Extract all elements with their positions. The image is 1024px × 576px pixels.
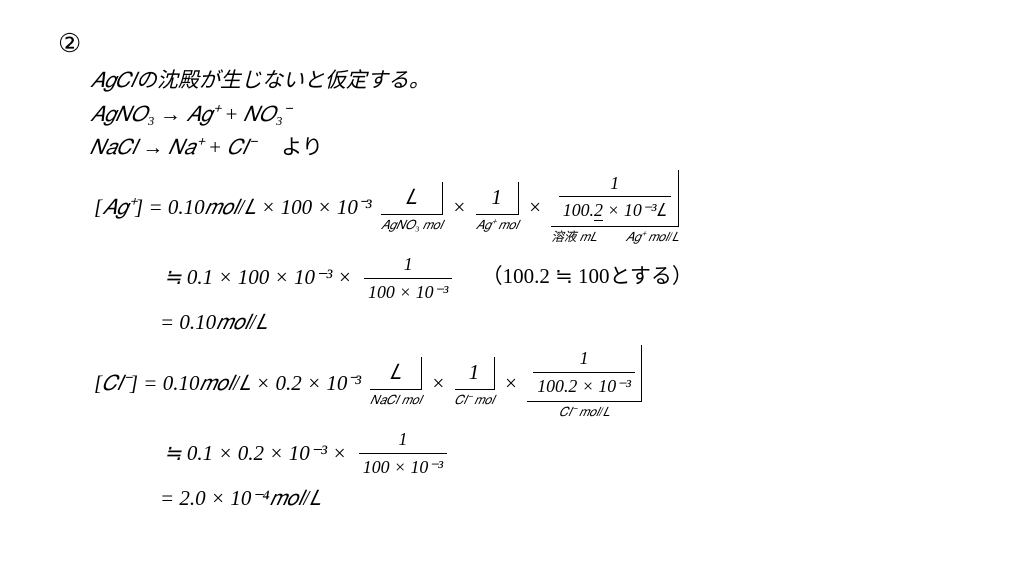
ag-approx-a: ≒ 0.1 × 100 × 10⁻³ ×: [164, 262, 352, 294]
cl-conc-line: [𝐶𝑙⁻] = 0.10𝑚𝑜𝑙/𝐿 × 0.2 × 10⁻³ 𝐿 𝑁𝑎𝐶𝑙 𝑚𝑜…: [90, 345, 984, 422]
reaction-nacl-row: 𝑁𝑎𝐶𝑙 → 𝑁𝑎⁺ + 𝐶𝑙⁻ より: [90, 132, 984, 164]
ag-annot-1-main: 1: [476, 182, 519, 216]
times-icon: ×: [504, 368, 518, 400]
cl-approx-frac: 1 100 × 10⁻³: [359, 426, 447, 481]
ag-annot-L-main: 𝐿: [381, 182, 443, 216]
ag-result-line: = 0.10𝑚𝑜𝑙/𝐿: [160, 307, 984, 339]
ag-frac-labels: 溶液 𝑚𝐿 𝐴𝑔⁺ 𝑚𝑜𝑙/𝐿: [551, 228, 679, 247]
cl-approx-line: ≒ 0.1 × 0.2 × 10⁻³ × 1 100 × 10⁻³: [160, 426, 984, 481]
cl-annot-1-label: 𝐶𝑙⁻ 𝑚𝑜𝑙: [455, 391, 495, 410]
times-icon: ×: [431, 368, 445, 400]
ag-approx-den: 100 × 10⁻³: [364, 278, 452, 306]
yori-text: より: [281, 135, 323, 159]
ag-frac-num: 1: [559, 170, 671, 197]
cl-annot-L-main: 𝐿: [370, 357, 422, 391]
ag-frac-main: 1 100.2 × 10⁻³𝐿: [551, 170, 679, 228]
cl-approx-num: 1: [359, 426, 447, 453]
cl-frac-group: 1 100.2 × 10⁻³ 𝐶𝑙⁻ 𝑚𝑜𝑙/𝐿: [527, 345, 642, 422]
ag-frac: 1 100.2 × 10⁻³𝐿: [559, 170, 671, 225]
ag-approx-note: （100.2 ≒ 100とする）: [482, 264, 693, 288]
ag-frac-den-b: 2: [594, 200, 603, 221]
reaction-agno3: 𝐴𝑔𝑁𝑂₃ → 𝐴𝑔⁺ + 𝑁𝑂₃⁻: [90, 99, 984, 131]
ag-lhs: [𝐴𝑔⁺] = 0.10𝑚𝑜𝑙/𝐿 × 100 × 10⁻³: [94, 192, 372, 224]
ag-den-label: 溶液 𝑚𝐿: [551, 230, 597, 244]
ag-frac-den-a: 100.: [563, 200, 594, 220]
assumption-line: 𝐴𝑔𝐶𝑙の沈殿が生じないと仮定する。: [90, 65, 984, 97]
cl-annot-1-main: 1: [455, 357, 495, 391]
ag-annot-L-label: 𝐴𝑔𝑁𝑂₃ 𝑚𝑜𝑙: [381, 216, 443, 235]
cl-end-label: 𝐶𝑙⁻ 𝑚𝑜𝑙/𝐿: [527, 403, 642, 422]
reaction-nacl: 𝑁𝑎𝐶𝑙 → 𝑁𝑎⁺ + 𝐶𝑙⁻: [90, 135, 255, 159]
cl-frac-num: 1: [533, 345, 635, 372]
times-icon: ×: [452, 192, 466, 224]
cl-result-line: = 2.0 × 10⁻⁴𝑚𝑜𝑙/𝐿: [160, 483, 984, 515]
cl-approx-a: ≒ 0.1 × 0.2 × 10⁻³ ×: [164, 438, 347, 470]
cl-lhs: [𝐶𝑙⁻] = 0.10𝑚𝑜𝑙/𝐿 × 0.2 × 10⁻³: [94, 368, 361, 400]
ag-frac-den: 100.2 × 10⁻³𝐿: [559, 196, 671, 224]
ag-annot-1: 1 𝐴𝑔⁺ 𝑚𝑜𝑙: [476, 182, 519, 235]
ag-conc-line: [𝐴𝑔⁺] = 0.10𝑚𝑜𝑙/𝐿 × 100 × 10⁻³ 𝐿 𝐴𝑔𝑁𝑂₃ 𝑚…: [90, 170, 984, 247]
ag-annot-L: 𝐿 𝐴𝑔𝑁𝑂₃ 𝑚𝑜𝑙: [381, 182, 443, 235]
ag-approx-line: ≒ 0.1 × 100 × 10⁻³ × 1 100 × 10⁻³ （100.2…: [160, 251, 984, 306]
ag-frac-group: 1 100.2 × 10⁻³𝐿 溶液 𝑚𝐿 𝐴𝑔⁺ 𝑚𝑜𝑙/𝐿: [551, 170, 679, 247]
ag-approx-frac: 1 100 × 10⁻³: [364, 251, 452, 306]
ag-end-label: 𝐴𝑔⁺ 𝑚𝑜𝑙/𝐿: [625, 230, 679, 244]
cl-annot-1: 1 𝐶𝑙⁻ 𝑚𝑜𝑙: [455, 357, 495, 410]
cl-frac-den: 100.2 × 10⁻³: [533, 372, 635, 400]
cl-frac-main: 1 100.2 × 10⁻³: [527, 345, 642, 403]
cl-approx-den: 100 × 10⁻³: [359, 453, 447, 481]
cl-frac: 1 100.2 × 10⁻³: [533, 345, 635, 400]
problem-number: ②: [58, 24, 984, 63]
times-icon: ×: [528, 192, 542, 224]
ag-frac-den-c: × 10⁻³𝐿: [603, 200, 667, 220]
ag-annot-1-label: 𝐴𝑔⁺ 𝑚𝑜𝑙: [476, 216, 519, 235]
cl-annot-L-label: 𝑁𝑎𝐶𝑙 𝑚𝑜𝑙: [370, 391, 422, 410]
ag-approx-num: 1: [364, 251, 452, 278]
cl-annot-L: 𝐿 𝑁𝑎𝐶𝑙 𝑚𝑜𝑙: [370, 357, 422, 410]
